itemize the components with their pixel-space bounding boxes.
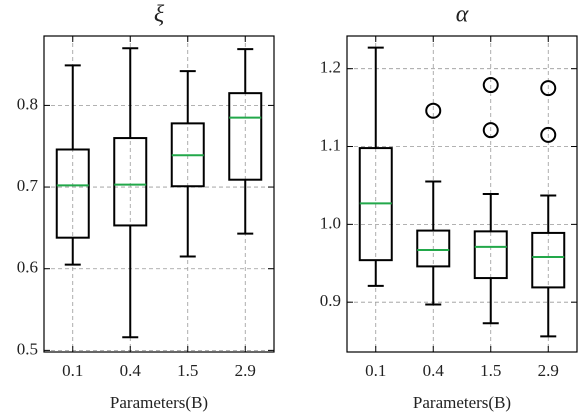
box <box>55 148 90 239</box>
chart-title: ξ <box>154 2 165 28</box>
box <box>473 230 508 280</box>
flier <box>540 80 557 97</box>
flier <box>482 77 499 94</box>
x-tick-label: 2.9 <box>235 361 256 380</box>
flier <box>425 102 442 119</box>
y-tick-label: 0.7 <box>17 176 39 195</box>
y-tick-label: 1.2 <box>320 58 341 77</box>
chart-title: α <box>456 2 469 28</box>
box <box>416 229 451 268</box>
flier <box>482 122 499 139</box>
x-tick-label: 0.1 <box>365 361 386 380</box>
box <box>113 137 148 227</box>
x-axis-label: Parameters(B) <box>110 393 208 412</box>
y-tick-label: 0.6 <box>17 258 38 277</box>
axes-frame <box>346 35 578 353</box>
x-tick-label: 0.4 <box>120 361 142 380</box>
box <box>228 92 263 181</box>
y-tick-label: 0.8 <box>17 94 38 113</box>
axes-frame <box>43 35 275 353</box>
x-tick-label: 0.4 <box>423 361 445 380</box>
box <box>531 231 566 289</box>
x-tick-label: 2.9 <box>538 361 559 380</box>
x-axis-label: Parameters(B) <box>413 393 511 412</box>
y-tick-label: 0.9 <box>320 291 341 310</box>
y-tick-label: 1.1 <box>320 135 341 154</box>
flier <box>540 126 557 143</box>
x-tick-label: 0.1 <box>62 361 83 380</box>
y-tick-label: 1.0 <box>320 213 341 232</box>
x-tick-label: 1.5 <box>480 361 501 380</box>
y-tick-label: 0.5 <box>17 339 38 358</box>
x-tick-label: 1.5 <box>177 361 198 380</box>
